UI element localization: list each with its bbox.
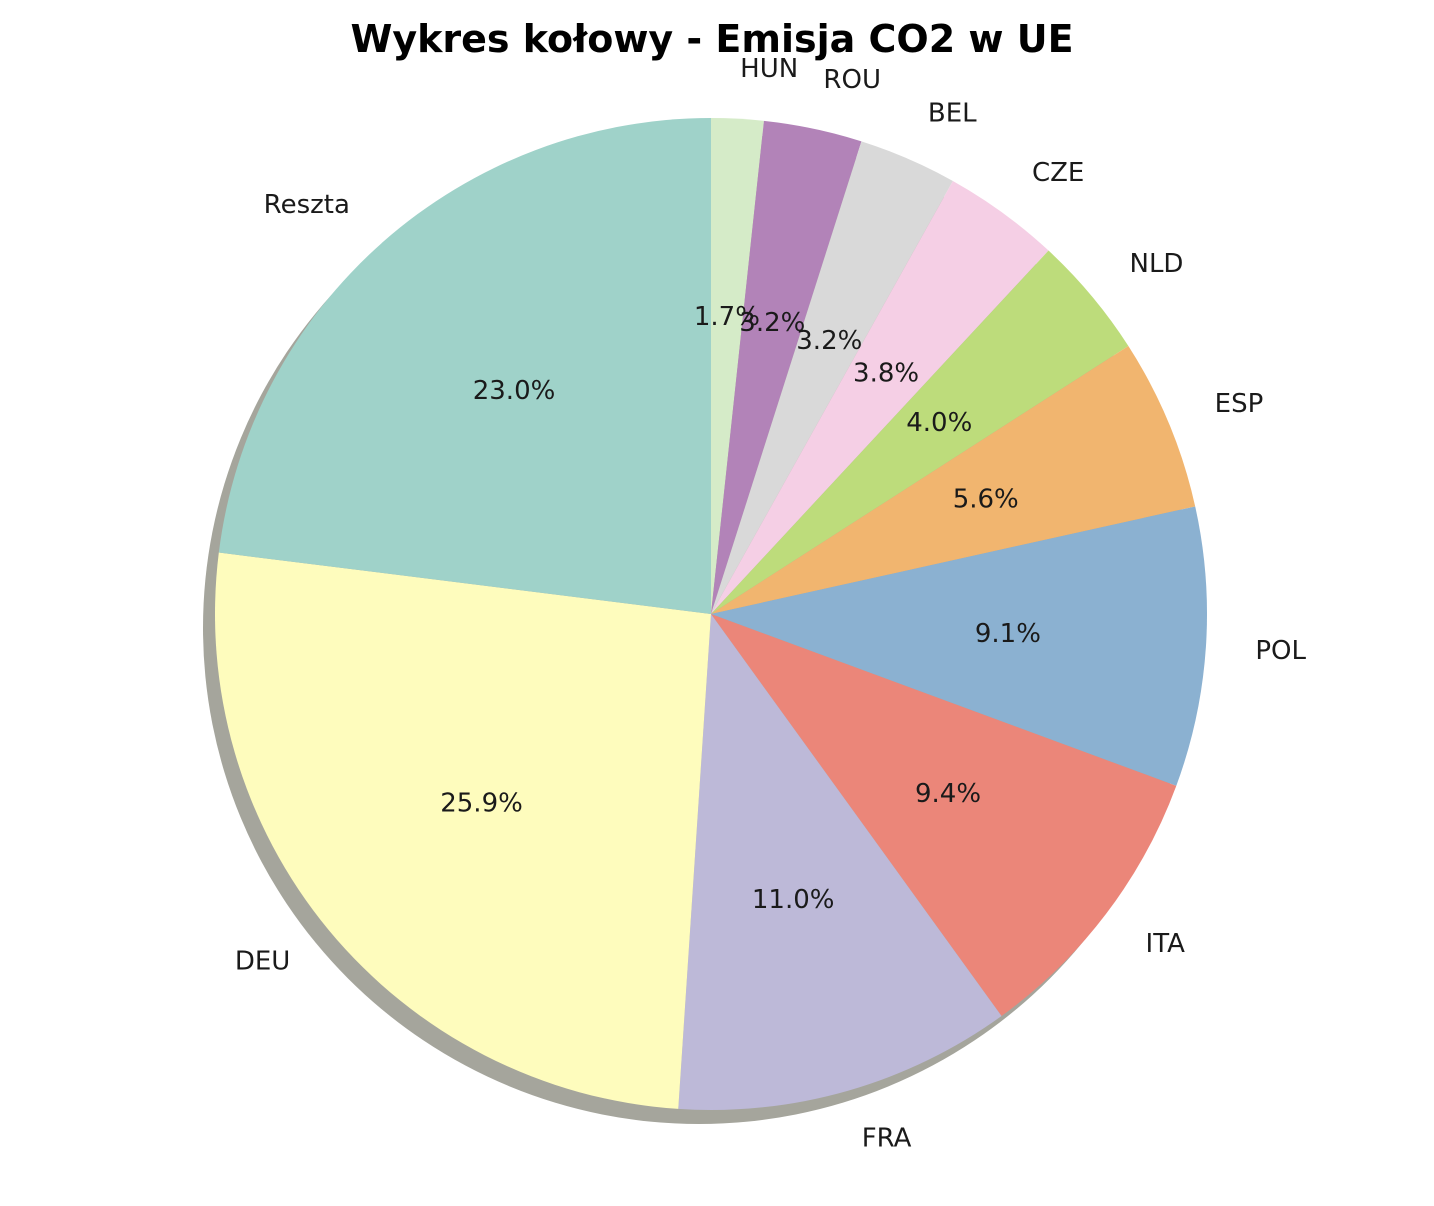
slice-label-deu: DEU: [235, 946, 290, 976]
pie-slices: [215, 118, 1207, 1110]
slice-label-cze: CZE: [1032, 158, 1084, 188]
slice-label-esp: ESP: [1215, 389, 1264, 419]
percent-label-esp: 5.6%: [953, 485, 1019, 515]
pie-slice-cze: [711, 180, 1049, 615]
percent-label-cze: 3.8%: [853, 358, 919, 388]
slice-label-reszta: Reszta: [264, 190, 350, 220]
slice-label-nld: NLD: [1130, 249, 1184, 279]
pie-slice-esp: [711, 346, 1196, 614]
percent-labels: 1.7%3.2%3.2%3.8%4.0%5.6%9.1%9.4%11.0%25.…: [440, 302, 1041, 915]
percent-label-deu: 25.9%: [440, 788, 523, 818]
slice-label-bel: BEL: [928, 98, 977, 128]
pie-slice-ita: [711, 614, 1177, 1017]
slice-label-ita: ITA: [1146, 929, 1186, 959]
percent-label-rou: 3.2%: [739, 308, 805, 338]
pie-slice-rou: [711, 120, 862, 615]
slice-label-pol: POL: [1255, 636, 1306, 666]
pie-slice-pol: [711, 506, 1207, 786]
pie-slice-hun: [711, 118, 764, 614]
slice-labels: HUN ROU BEL CZE NLD ESP POL ITA FRA DEU Reszta: [235, 54, 1307, 1153]
percent-label-hun: 1.7%: [694, 302, 760, 332]
percent-label-ita: 9.4%: [915, 779, 981, 809]
chart-title: Wykres kołowy - Emisja CO2 w UE: [350, 17, 1073, 61]
slice-label-rou: ROU: [823, 65, 881, 95]
pie-slice-deu: [215, 552, 711, 1109]
slice-label-fra: FRA: [862, 1123, 912, 1153]
percent-label-nld: 4.0%: [906, 408, 972, 438]
pie-slice-nld: [711, 250, 1129, 615]
pie-slice-reszta: [218, 118, 711, 614]
percent-label-fra: 11.0%: [752, 885, 835, 915]
pie-slice-fra: [678, 614, 1002, 1110]
percent-label-bel: 3.2%: [796, 326, 862, 356]
percent-label-reszta: 23.0%: [473, 376, 556, 406]
slice-label-hun: HUN: [740, 54, 798, 84]
percent-label-pol: 9.1%: [975, 619, 1041, 649]
pie-slice-bel: [711, 141, 953, 614]
